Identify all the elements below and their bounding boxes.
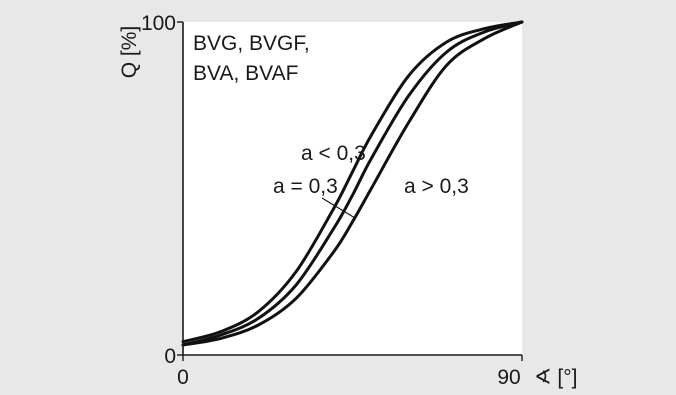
annotation-a-greater: a > 0,3: [404, 175, 469, 198]
plot-area: [183, 22, 522, 355]
y-tick-label-max: 100: [141, 12, 176, 35]
x-tick-label-min: 0: [177, 366, 189, 389]
legend-line-1: BVG, BVGF,: [193, 32, 310, 55]
x-tick-label-max: 90: [497, 366, 520, 389]
series-line-1: [181, 20, 524, 344]
series-line-3: [181, 20, 524, 347]
series-line-2: [181, 20, 524, 347]
y-axis-label: Q [%]: [118, 26, 141, 79]
x-axis-label: ∢ [°]: [534, 366, 578, 389]
curves-group: [181, 20, 524, 347]
annotation-leader-line: [321, 197, 356, 219]
annotation-a-equal: a = 0,3: [273, 175, 338, 198]
y-tick-label-min: 0: [164, 345, 176, 368]
annotation-a-less: a < 0,3: [301, 142, 366, 165]
legend-line-2: BVA, BVAF: [193, 62, 298, 85]
